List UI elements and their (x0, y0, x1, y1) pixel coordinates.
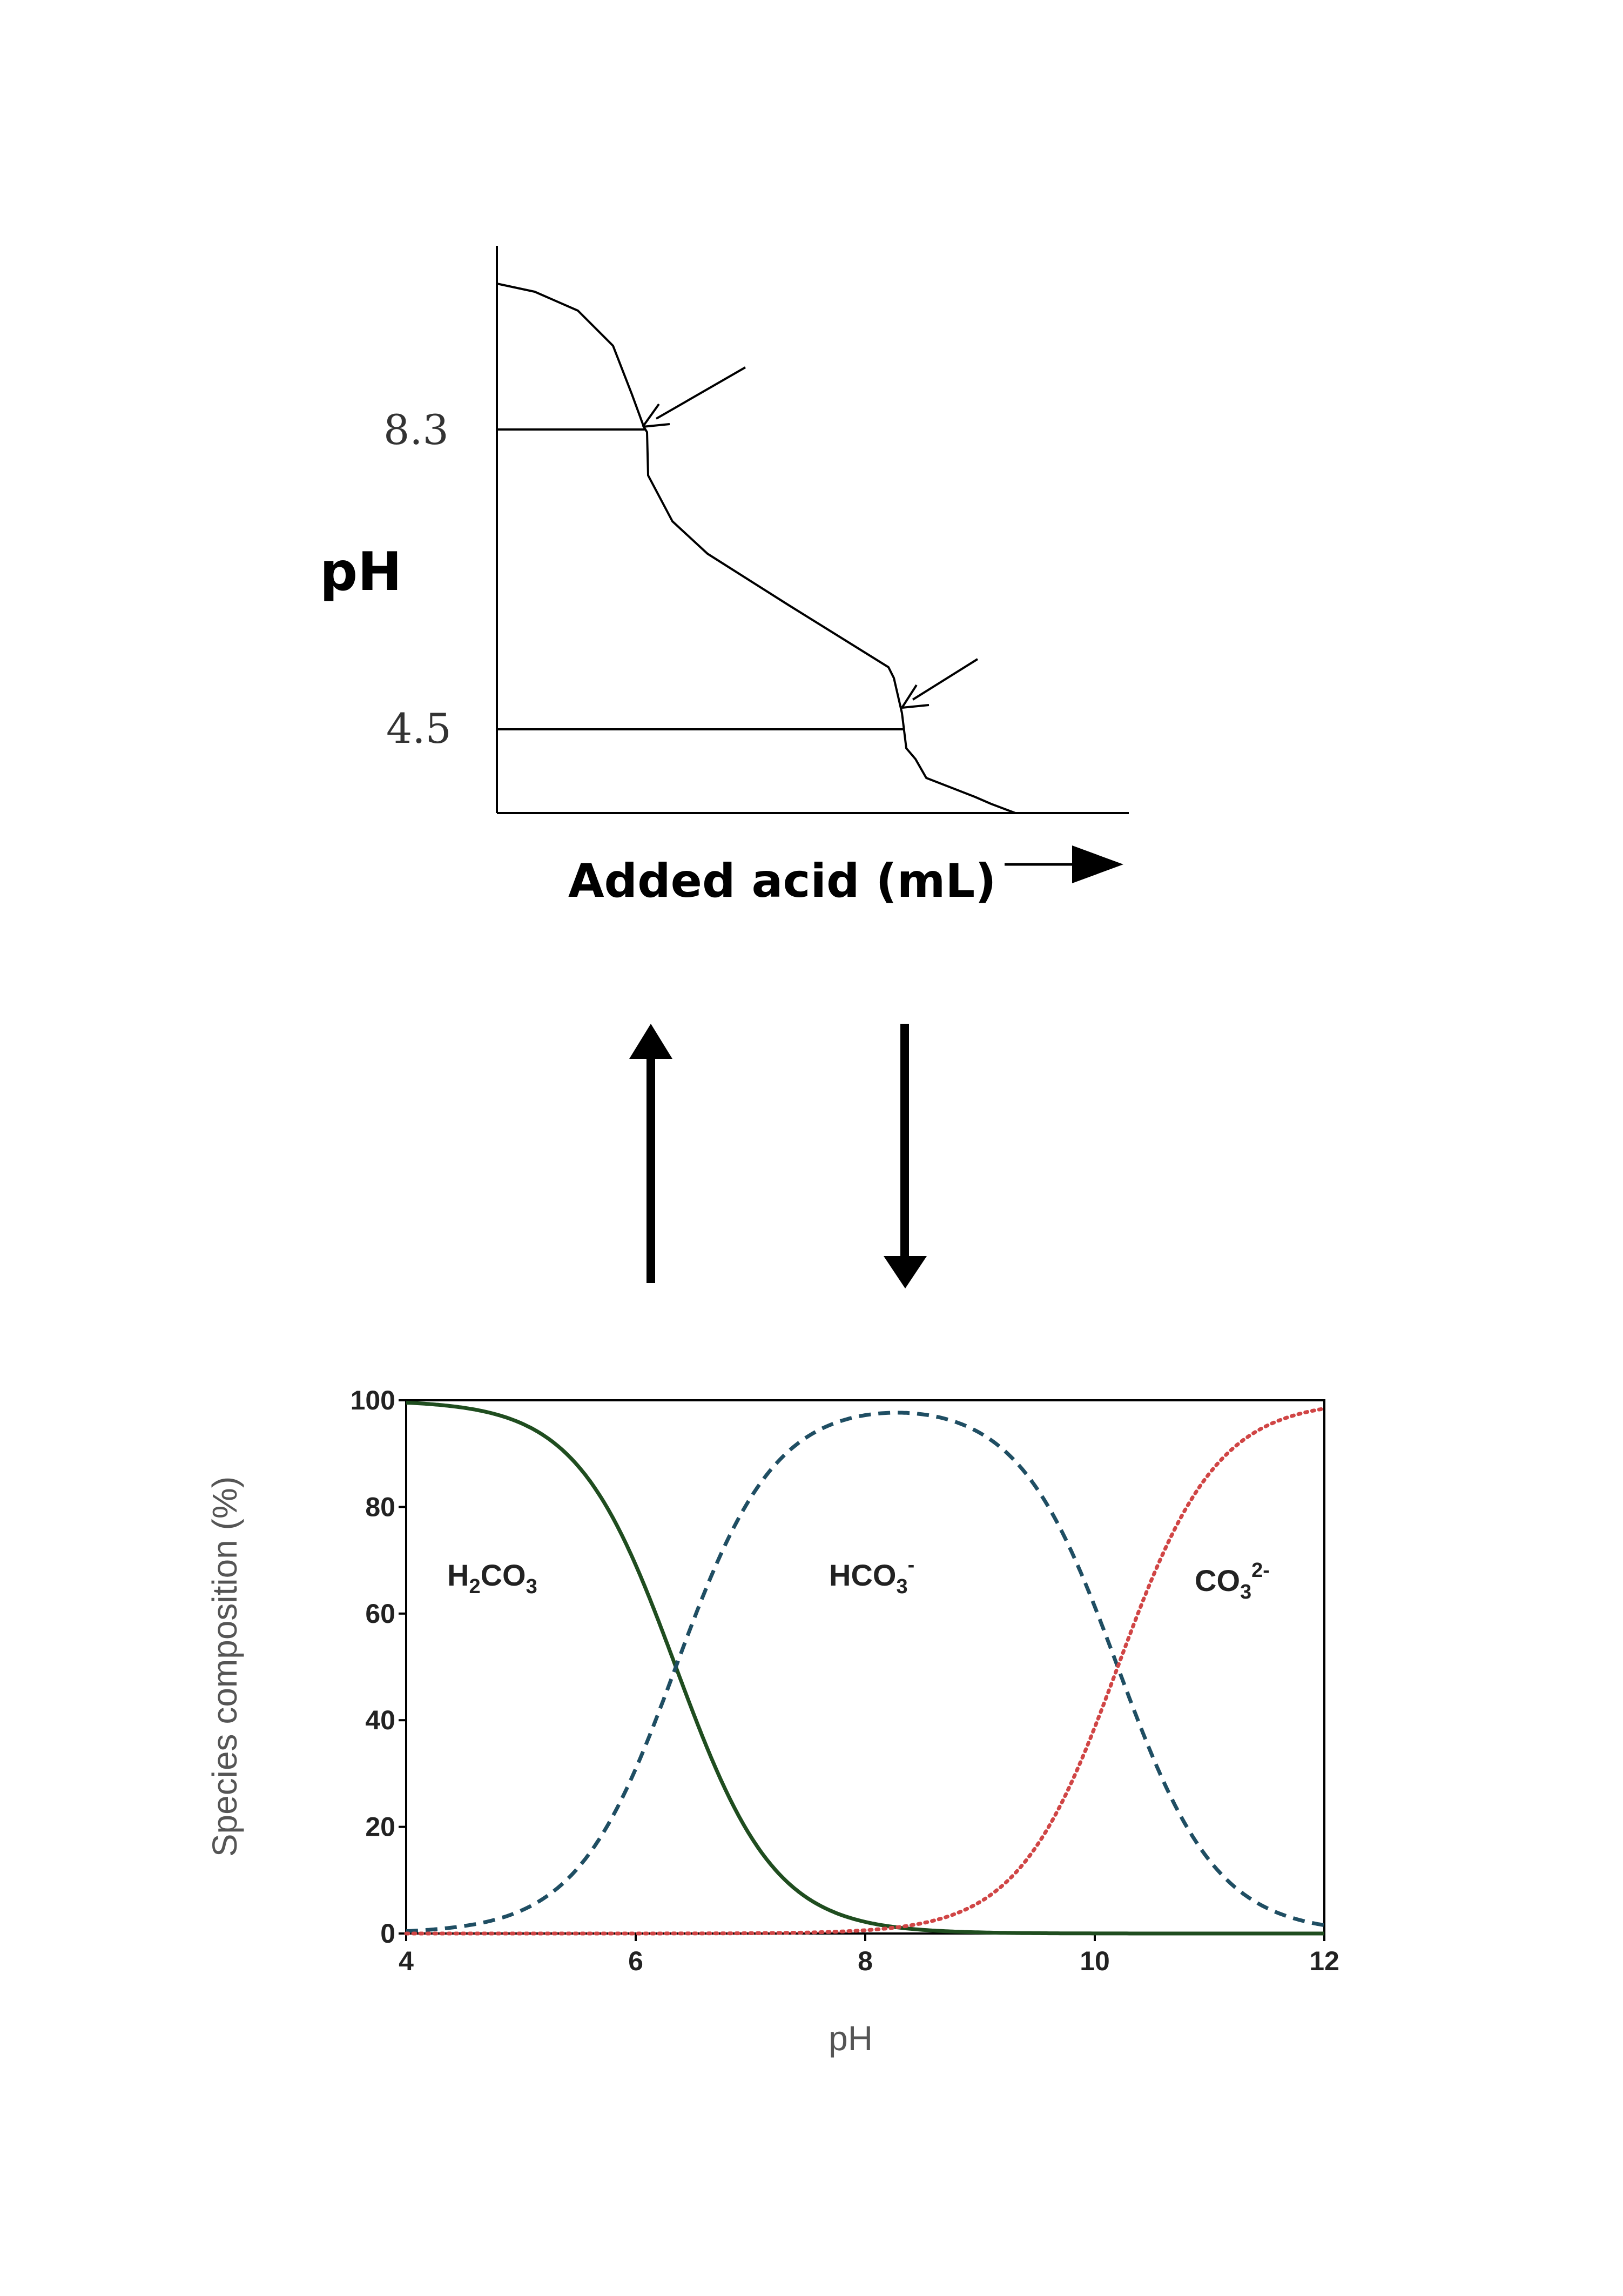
x-direction-arrow-icon (1005, 845, 1123, 883)
y-tick-label: 60 (365, 1599, 395, 1629)
series-curves (404, 1400, 1326, 1936)
plot-frame (405, 1399, 1325, 1935)
down-arrow-icon (884, 1024, 927, 1288)
y-tick-label: 0 (380, 1918, 395, 1949)
x-tick-label: 8 (858, 1946, 873, 1976)
series-line-h2co3 (406, 1400, 1324, 1936)
y-tick-label: 80 (365, 1492, 395, 1522)
tick-label-4-5: 4.5 (386, 704, 452, 753)
x-tick-label: 6 (628, 1946, 643, 1976)
titration-x-label: Added acid (mL) (568, 854, 996, 908)
endpoint-arrow-8-3 (642, 366, 746, 428)
series-line-co32 (404, 1406, 1326, 1936)
endpoint-arrow-4-5 (901, 658, 979, 709)
y-tick-label: 40 (365, 1705, 395, 1735)
up-arrow-icon (629, 1024, 672, 1283)
label-co3: CO32- (1195, 1559, 1270, 1603)
y-tick-label: 100 (351, 1385, 395, 1415)
x-ticks: 4 6 8 10 12 (399, 1934, 1339, 1976)
titration-y-label: pH (320, 541, 402, 603)
tick-label-8-3: 8.3 (383, 406, 449, 454)
titration-chart: 8.3 4.5 pH Added acid (mL) (320, 246, 1129, 908)
series-line-hco3 (406, 1411, 1325, 1934)
speciation-x-label: pH (829, 2019, 873, 2058)
x-tick-label: 10 (1080, 1946, 1110, 1976)
titration-curve (496, 283, 1016, 814)
label-h2co3: H2CO3 (447, 1558, 537, 1598)
x-tick-label: 12 (1309, 1946, 1339, 1976)
label-hco3: HCO3- (829, 1554, 914, 1598)
y-ticks: 0 20 40 60 80 100 (351, 1385, 406, 1949)
speciation-chart: 0 20 40 60 80 100 4 6 8 10 12 Species composition… (205, 1385, 1339, 2058)
speciation-y-label: Species composition (%) (205, 1476, 244, 1857)
y-tick-label: 20 (365, 1812, 395, 1842)
x-tick-label: 4 (399, 1946, 414, 1976)
